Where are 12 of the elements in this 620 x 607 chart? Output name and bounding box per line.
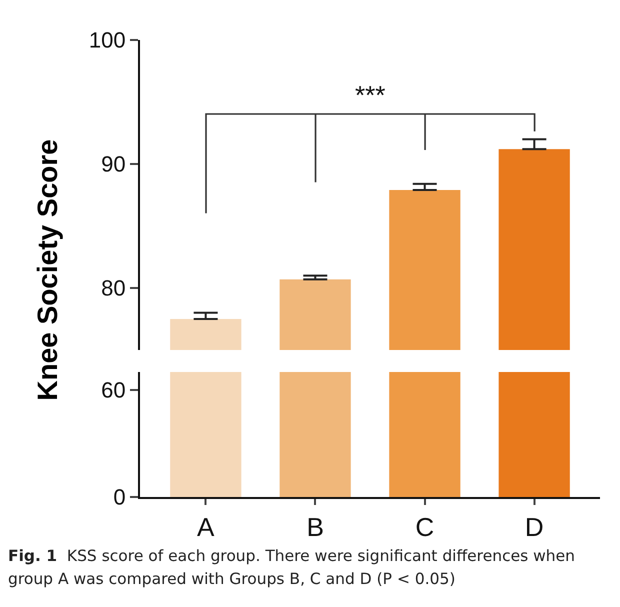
x-tick-label: D (524, 512, 544, 542)
caption: Fig. 1 (8, 547, 58, 565)
y-axis-title: Knee Society Score (32, 139, 64, 401)
x-tick-label: C (415, 512, 434, 542)
annotation: *** (355, 80, 386, 110)
y-tick-label: 90 (101, 152, 126, 177)
y-tick-label: 100 (88, 28, 126, 53)
y-tick-label: 60 (101, 378, 126, 403)
x-tick-label: A (197, 512, 216, 542)
y-tick-label: 0 (113, 484, 126, 510)
x-tick-label: B (306, 512, 324, 542)
y-tick-label: 80 (101, 276, 126, 301)
